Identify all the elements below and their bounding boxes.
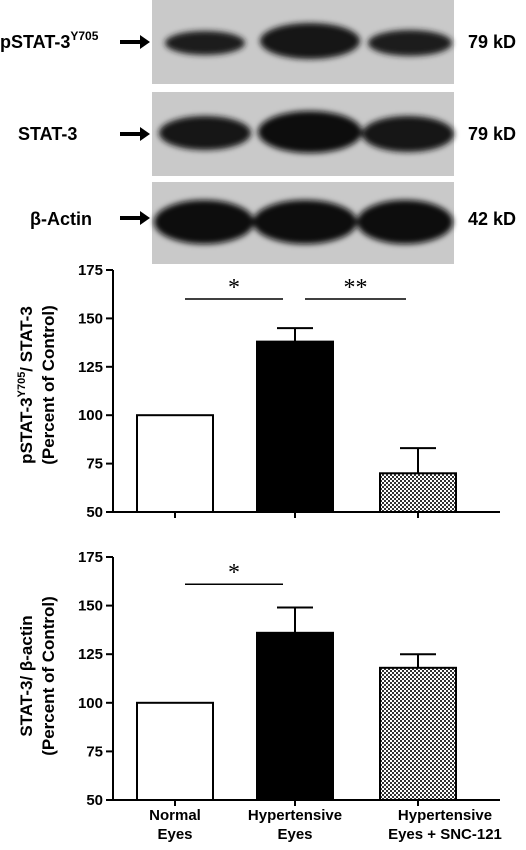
x-tick-label: Eyes: [157, 826, 192, 843]
y-tick-label: 100: [78, 407, 103, 424]
y-tick-label: 50: [86, 504, 103, 521]
y-tick-label: 175: [78, 549, 103, 566]
bar: [256, 340, 334, 513]
chart-pstat3-ratio: pSTAT-3Y705/ STAT-3 (Percent of Control)…: [16, 262, 500, 521]
bar: [136, 414, 214, 514]
blot-bands: [154, 200, 453, 244]
y-tick-label: 150: [78, 310, 103, 327]
chart-stat3-actin-ratio: STAT-3/ β-actin (Percent of Control) 50 7…: [17, 549, 500, 809]
kd-label: 79 kD: [468, 124, 516, 144]
x-tick-label: Eyes + SNC-121: [388, 826, 502, 843]
y-tick-label: 50: [86, 792, 103, 809]
kd-label: 42 kD: [468, 209, 516, 229]
significance-label: **: [344, 275, 368, 301]
y-tick-label: 125: [78, 646, 103, 663]
arrow-icon: [120, 35, 150, 49]
blot-label-pstat3: pSTAT-3Y705: [0, 29, 99, 52]
blot-label-actin: β-Actin: [30, 209, 92, 229]
blot-bands: [165, 23, 452, 59]
bar: [256, 631, 334, 801]
y-tick-label: 125: [78, 359, 103, 376]
bar: [136, 701, 214, 801]
kd-label: 79 kD: [468, 32, 516, 52]
x-tick-label: Eyes: [277, 826, 312, 843]
arrow-icon: [120, 211, 150, 225]
y-axis-label-line1: pSTAT-3Y705/ STAT-3: [16, 306, 36, 464]
blot-label-stat3: STAT-3: [18, 124, 77, 144]
blot-panel-actin: β-Actin 42 kD: [30, 182, 516, 264]
arrow-icon: [120, 127, 150, 141]
y-tick-label: 100: [78, 695, 103, 712]
y-axis-label-line1: STAT-3/ β-actin: [17, 615, 36, 736]
blot-panel-stat3: STAT-3 79 kD: [18, 92, 516, 176]
x-axis-category-labels: Normal Eyes Hypertensive Eyes Hypertensi…: [149, 807, 502, 843]
blot-panel-pstat3: pSTAT-3Y705 79 kD: [0, 0, 516, 84]
x-tick-label: Hypertensive: [398, 807, 492, 824]
blot-bands: [159, 111, 454, 153]
significance-label: *: [228, 560, 240, 586]
y-tick-label: 75: [86, 743, 103, 760]
y-tick-label: 175: [78, 262, 103, 279]
x-tick-label: Normal: [149, 807, 201, 824]
bar: [379, 472, 457, 513]
y-axis-label-line2: (Percent of Control): [39, 305, 58, 465]
bar: [379, 666, 457, 801]
y-tick-label: 75: [86, 456, 103, 473]
significance-label: *: [228, 275, 240, 301]
y-tick-label: 150: [78, 598, 103, 615]
y-axis-label-line2: (Percent of Control): [39, 596, 58, 756]
x-tick-label: Hypertensive: [248, 807, 342, 824]
